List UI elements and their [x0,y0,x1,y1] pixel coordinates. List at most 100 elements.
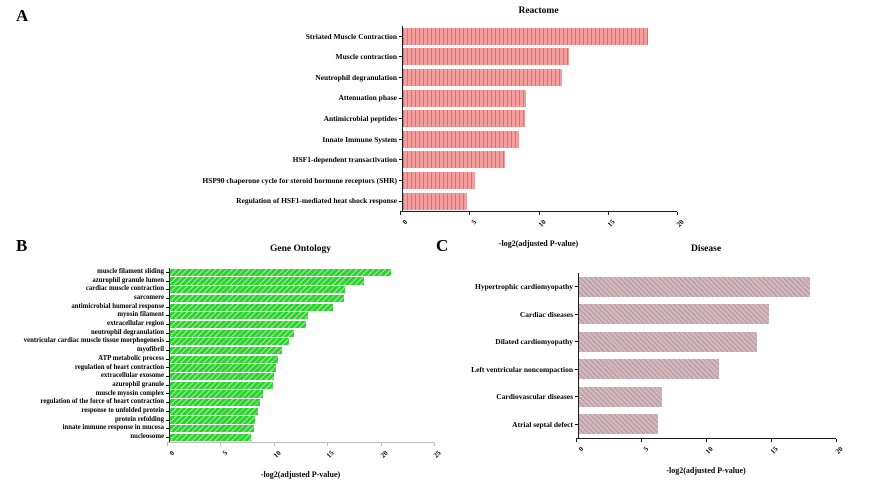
y-tick [399,97,402,99]
category-label: regulation of the force of heart contrac… [40,398,164,406]
bar [170,320,306,329]
y-tick [166,341,169,343]
category-label: cardiac muscle contraction [85,285,164,293]
y-tick [575,423,578,425]
category-label: neutrophil degranulation [91,328,164,336]
x-axis-label: -log2(adjusted P-value) [260,469,341,479]
bar [170,364,276,372]
chart-bar-row: Muscle contraction [20,46,680,68]
x-tick [771,439,772,442]
y-tick [166,280,169,282]
x-axis-label: -log2(adjusted P-value) [498,239,579,249]
x-tick [469,212,471,216]
chart-bar-row: azurophil granule [20,380,437,390]
chart-bar-row: Left ventricular noncompaction [450,355,839,383]
chart-bar-row: regulation of the force of heart contrac… [20,398,437,407]
category-label: Striated Muscle Contraction [305,31,397,41]
category-label: muscle myosin complex [95,389,164,397]
y-tick [575,313,578,315]
x-tick-label: 15 [769,445,780,456]
bar-track [578,355,839,383]
chart-bar-row: extracellular exosome [20,372,437,381]
x-tick-label: 0 [576,445,585,454]
bar-track [402,108,680,129]
bar [579,304,769,325]
bar-track [578,300,839,328]
bar-track [169,363,437,373]
category-label: extracellular exosome [100,372,164,380]
bar [170,416,256,424]
bar [170,329,294,337]
y-tick [166,384,169,386]
bar-track [169,328,437,338]
x-tick-label: 5 [220,448,230,457]
y-tick [399,159,402,161]
x-tick-label: 20 [378,448,390,460]
x-tick-label: 15 [605,218,617,229]
chart-bar-row: ventricular cardiac muscle tissue morpho… [20,337,437,347]
chart-bar-row: nucleosome [20,433,437,442]
category-label: Muscle contraction [335,52,397,62]
bar [170,338,289,346]
bar [170,381,273,389]
bar-track [402,170,680,191]
chart-bar-row: Regulation of HSF1-mediated heat shock r… [20,190,680,212]
category-label: myofibril [136,346,164,354]
bar [170,286,346,294]
chart-bar-row: Dilated cardiomyopathy [450,328,839,356]
bar-track [402,149,680,171]
category-label: Left ventricular noncompaction [471,364,573,374]
y-tick [166,271,169,273]
y-tick [575,368,578,370]
bar-track [402,190,680,212]
y-tick [166,323,169,325]
y-tick [166,376,169,378]
bar-track [578,383,839,411]
x-tick-label: 10 [271,448,283,460]
x-tick-label: 25 [432,448,443,460]
category-label: Innate Immune System [322,134,397,144]
chart-title: Reactome [518,6,559,16]
bar-track [578,273,839,301]
chart-bar-row: Atrial septal defect [450,410,839,438]
plot-area: muscle filament sliding azurophil granule… [20,268,437,442]
x-tick-label: 20 [675,218,686,229]
y-tick [575,396,578,398]
category-label: HSP90 chaperone cycle for steroid hormon… [202,175,397,185]
chart-bar-row: HSF1-dependent transactivation [20,149,680,171]
bar-track [169,424,437,434]
bar-track [402,26,680,47]
panel-label-c: C [436,236,449,255]
panel-gene-ontology-chart: Gene Ontology muscle filament sliding azu… [20,243,443,479]
category-label: muscle filament sliding [97,267,164,275]
x-tick-label: 5 [469,218,478,227]
bar [170,399,260,407]
category-label: response to unfolded protein [81,406,164,414]
bar-track [169,415,437,425]
chart-bar-row: myofibril [20,346,437,355]
bar [403,130,520,148]
category-label: Antimicrobial peptides [323,113,397,123]
bar-track [169,372,437,381]
category-label: Neutrophil degranulation [315,72,397,82]
category-label: HSF1-dependent transactivation [292,155,397,165]
bar [170,312,308,320]
y-tick [166,402,169,404]
bar-track [169,389,437,399]
bar-track [169,285,437,295]
x-tick-label: 5 [641,445,650,454]
bar [403,68,563,86]
chart-bar-row: antimicrobial humoral response [20,302,437,312]
x-tick [434,442,435,446]
bar [579,386,663,407]
x-tick-label: 20 [834,445,845,456]
category-label: nucleosome [130,433,164,440]
chart-bar-row: innate immune response in mucosa [20,424,437,434]
bar-track [169,320,437,329]
chart-bar-row: Neutrophil degranulation [20,67,680,88]
x-tick [220,442,222,446]
bar-track [169,346,437,355]
chart-bar-row: muscle filament sliding [20,268,437,277]
x-tick [677,212,678,216]
